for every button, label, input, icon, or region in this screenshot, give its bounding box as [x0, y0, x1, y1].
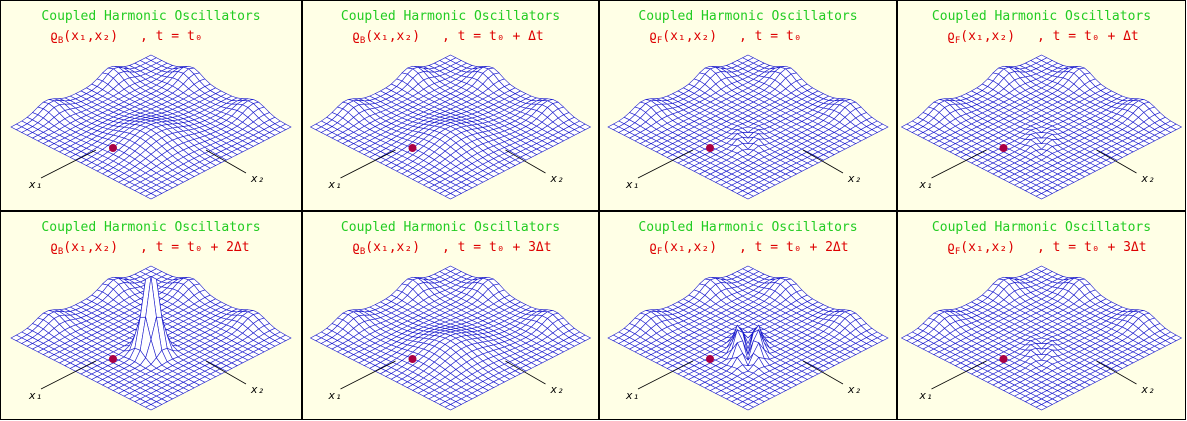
panel-title: Coupled Harmonic Oscillators	[341, 9, 560, 24]
time-label: , t = t₀	[739, 29, 802, 44]
density-symbol: ϱ	[649, 240, 657, 255]
density-args: (x₁,x₂)	[960, 240, 1015, 255]
time-label: , t = t₀	[140, 29, 203, 44]
density-symbol: ϱ	[947, 240, 955, 255]
axis-label-x1: x₁	[328, 389, 342, 402]
marker	[109, 355, 117, 363]
time-label: , t = t₀ + Δt	[1037, 29, 1139, 44]
density-symbol: ϱ	[50, 29, 58, 44]
axis-label-x2: x₂	[250, 172, 264, 185]
panel-title: Coupled Harmonic Oscillators	[932, 220, 1151, 235]
panel: Coupled Harmonic OscillatorsϱF(x₁,x₂), t…	[600, 1, 897, 211]
density-args: (x₁,x₂)	[662, 29, 717, 44]
axis-label-x2: x₂	[1141, 172, 1155, 185]
density-symbol: ϱ	[947, 29, 955, 44]
axis-label-x1: x₁	[625, 389, 639, 402]
marker	[109, 144, 117, 152]
axis-label-x1: x₁	[919, 178, 933, 191]
marker	[1000, 144, 1008, 152]
density-args: (x₁,x₂)	[662, 240, 717, 255]
panel-title: Coupled Harmonic Oscillators	[41, 220, 260, 235]
density-symbol: ϱ	[352, 240, 360, 255]
axis-label-x2: x₂	[550, 383, 564, 396]
panel: Coupled Harmonic OscillatorsϱF(x₁,x₂), t…	[898, 212, 1186, 420]
axis-label-x2: x₂	[250, 383, 264, 396]
density-symbol: ϱ	[649, 29, 657, 44]
axis-label-x2: x₂	[847, 172, 861, 185]
axis-label-x1: x₁	[328, 178, 342, 191]
panel-title: Coupled Harmonic Oscillators	[41, 9, 260, 24]
density-args: (x₁,x₂)	[63, 29, 118, 44]
marker	[409, 144, 417, 152]
axis-label-x1: x₁	[28, 389, 42, 402]
panel: Coupled Harmonic OscillatorsϱF(x₁,x₂), t…	[600, 212, 897, 420]
panel: Coupled Harmonic OscillatorsϱF(x₁,x₂), t…	[898, 1, 1186, 211]
density-symbol: ϱ	[352, 29, 360, 44]
time-label: , t = t₀ + 3Δt	[1037, 240, 1147, 255]
panel: Coupled Harmonic OscillatorsϱB(x₁,x₂), t…	[303, 212, 599, 420]
time-label: , t = t₀ + 2Δt	[140, 240, 250, 255]
time-label: , t = t₀ + 3Δt	[442, 240, 552, 255]
panel: Coupled Harmonic OscillatorsϱB(x₁,x₂), t…	[1, 212, 302, 420]
axis-label-x2: x₂	[847, 383, 861, 396]
panel: Coupled Harmonic OscillatorsϱB(x₁,x₂), t…	[1, 1, 302, 211]
panel-title: Coupled Harmonic Oscillators	[341, 220, 560, 235]
panel-title: Coupled Harmonic Oscillators	[638, 9, 857, 24]
time-label: , t = t₀ + Δt	[442, 29, 544, 44]
density-args: (x₁,x₂)	[63, 240, 118, 255]
density-args: (x₁,x₂)	[960, 29, 1015, 44]
panel: Coupled Harmonic OscillatorsϱB(x₁,x₂), t…	[303, 1, 599, 211]
axis-label-x1: x₁	[28, 178, 42, 191]
density-args: (x₁,x₂)	[365, 29, 420, 44]
panel-title: Coupled Harmonic Oscillators	[638, 220, 857, 235]
marker	[706, 144, 714, 152]
axis-label-x2: x₂	[550, 172, 564, 185]
time-label: , t = t₀ + 2Δt	[739, 240, 849, 255]
marker	[706, 355, 714, 363]
density-args: (x₁,x₂)	[365, 240, 420, 255]
axis-label-x1: x₁	[625, 178, 639, 191]
panel-title: Coupled Harmonic Oscillators	[932, 9, 1151, 24]
figure: Coupled Harmonic OscillatorsϱB(x₁,x₂), t…	[0, 0, 1187, 421]
density-symbol: ϱ	[50, 240, 58, 255]
marker	[409, 355, 417, 363]
